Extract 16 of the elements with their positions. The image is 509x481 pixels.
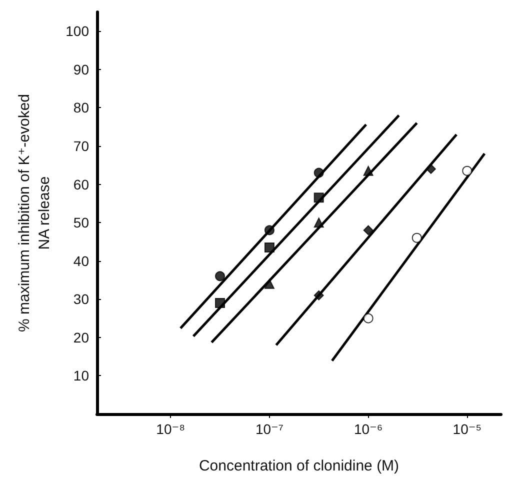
x-tick-label: 10⁻⁸ <box>156 421 186 437</box>
x-tick-label: 10⁻⁶ <box>354 421 383 437</box>
x-tick-label: 10⁻⁷ <box>255 421 284 437</box>
y-tick-label: 10 <box>73 368 90 384</box>
y-tick-label: 100 <box>66 23 90 40</box>
x-tick-label: 10⁻⁵ <box>452 421 482 437</box>
y-tick-label: 50 <box>73 214 90 231</box>
y-tick-label: 80 <box>73 100 90 116</box>
y-tick-label: 30 <box>73 291 90 308</box>
y-tick-label: 70 <box>73 138 90 154</box>
x-axis-title: Concentration of clonidine (M) <box>198 458 400 474</box>
y-tick-label: 60 <box>73 176 90 192</box>
y-tick-label: 90 <box>73 61 90 78</box>
y-axis-title: % maximum inhibition of K⁺-evoked NA release <box>16 94 54 332</box>
y-tick-label: 40 <box>73 252 90 269</box>
y-tick-label: 20 <box>73 329 90 346</box>
